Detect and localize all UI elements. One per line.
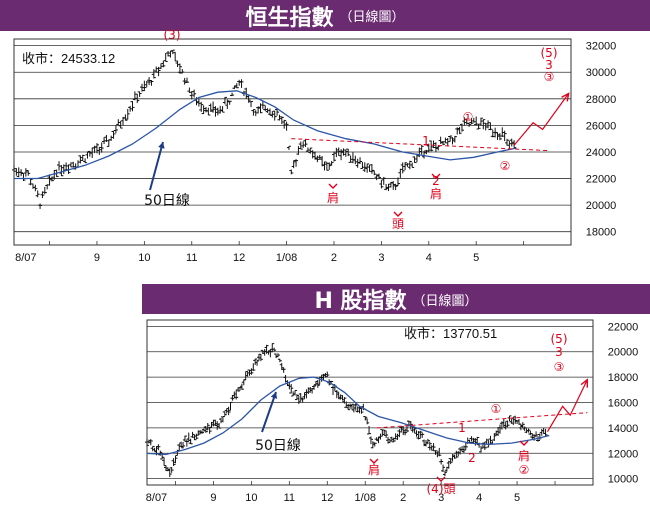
x-tick-label: 5 <box>514 492 520 504</box>
annotation-head: 頭 <box>392 217 404 231</box>
close-value-label: 收市：13770.51 <box>404 326 497 341</box>
y-tick-label: 14000 <box>608 423 639 435</box>
ma50-label-arrowhead <box>270 392 278 399</box>
x-tick-label: 1/08 <box>276 252 297 264</box>
x-tick-label: 9 <box>94 252 100 264</box>
annotation-peak3: (3) <box>164 28 181 42</box>
hsi-title: 恒生指數 <box>245 5 334 31</box>
x-tick-label: 3 <box>438 492 444 504</box>
annotation-head: (4)頭 <box>427 482 456 496</box>
ma50-line <box>14 90 517 180</box>
annotation-circle1: ① <box>463 110 474 124</box>
hshare-title: H 股指數 <box>314 289 407 314</box>
y-tick-label: 10000 <box>608 474 639 486</box>
annotation-wave5_sub: 3 <box>545 58 553 72</box>
annotation-wave2: 2 <box>468 451 476 465</box>
annotation-marker <box>519 440 529 446</box>
y-tick-label: 22000 <box>586 174 617 186</box>
x-tick-label: 8/07 <box>146 492 167 504</box>
projection-arrowhead <box>561 92 570 102</box>
annotation-circle3: ③ <box>544 70 555 84</box>
annotation-wave5: (5) <box>551 332 568 346</box>
projection-arrowhead <box>580 378 589 388</box>
x-tick-label: 2 <box>331 252 337 264</box>
x-tick-label: 2 <box>400 492 406 504</box>
annotation-wave1: 1 <box>458 421 466 435</box>
y-tick-label: 24000 <box>586 147 617 159</box>
y-tick-label: 20000 <box>608 347 639 359</box>
x-tick-label: 8/07 <box>15 252 36 264</box>
x-tick-label: 1/08 <box>355 492 376 504</box>
annotation-marker <box>431 173 441 179</box>
neckline <box>291 138 550 152</box>
y-tick-label: 18000 <box>586 227 617 239</box>
x-tick-label: 11 <box>284 492 295 504</box>
annotation-marker <box>393 211 403 217</box>
annotation-shoulder_left: 肩 <box>368 462 380 477</box>
y-tick-label: 12000 <box>608 448 639 460</box>
annotation-shoulder_left: 肩 <box>327 190 339 205</box>
ma50-label-arrow <box>149 141 164 191</box>
hsi-title-bar: 恒生指數 （日線圖） <box>0 0 650 31</box>
ma50-label: 50日線 <box>255 438 301 454</box>
hshare-title-bar: H 股指數 （日線圖） <box>142 284 650 314</box>
ma50-label-arrow <box>261 391 277 433</box>
annotation-marker <box>328 183 338 189</box>
hsi-chart: 18000 20000 22000 24000 26000 28000 30000 32000… <box>12 28 617 264</box>
x-tick-label: 4 <box>426 252 432 264</box>
y-tick-label: 32000 <box>586 41 617 53</box>
projection-line <box>513 93 570 146</box>
y-tick-label: 30000 <box>586 67 617 79</box>
annotation-wave5_sub: 3 <box>555 345 563 359</box>
y-tick-label: 22000 <box>608 321 639 333</box>
ma50-line <box>146 376 550 456</box>
annotation-wave1: 1 <box>422 134 430 148</box>
x-tick-label: 9 <box>210 492 216 504</box>
y-tick-label: 26000 <box>586 120 617 132</box>
projection-line <box>546 379 588 433</box>
annotation-wave5: (5) <box>541 46 558 60</box>
x-tick-label: 10 <box>245 492 257 504</box>
plot-frame <box>13 38 572 246</box>
x-tick-label: 4 <box>476 492 482 504</box>
neckline <box>376 412 588 429</box>
ma50-label: 50日線 <box>144 193 190 209</box>
hshare-subtitle: （日線圖） <box>412 293 478 309</box>
x-tick-label: 5 <box>473 252 479 264</box>
x-tick-label: 10 <box>138 252 150 264</box>
annotation-circle1: ① <box>491 402 502 416</box>
annotation-wave2: 2 <box>432 174 440 188</box>
annotation-shoulder_right: 肩 <box>518 448 530 463</box>
y-tick-label: 28000 <box>586 94 617 106</box>
x-tick-label: 12 <box>321 492 333 504</box>
ma50-label-arrowhead <box>158 142 165 149</box>
y-tick-label: 16000 <box>608 398 639 410</box>
annotation-circle2: ② <box>519 463 530 477</box>
hsi-subtitle: （日線圖） <box>339 10 405 25</box>
x-tick-label: 11 <box>186 252 197 264</box>
annotation-shoulder_right: 肩 <box>430 186 442 201</box>
y-tick-label: 20000 <box>586 200 617 212</box>
annotation-circle2: ② <box>500 159 511 173</box>
x-tick-label: 12 <box>233 252 245 264</box>
annotation-circle3: ③ <box>554 360 565 374</box>
x-tick-label: 3 <box>378 252 384 264</box>
close-value-label: 收市：24533.12 <box>22 51 115 66</box>
annotation-marker <box>436 476 446 482</box>
y-tick-label: 18000 <box>608 372 639 384</box>
annotation-marker <box>369 458 379 464</box>
